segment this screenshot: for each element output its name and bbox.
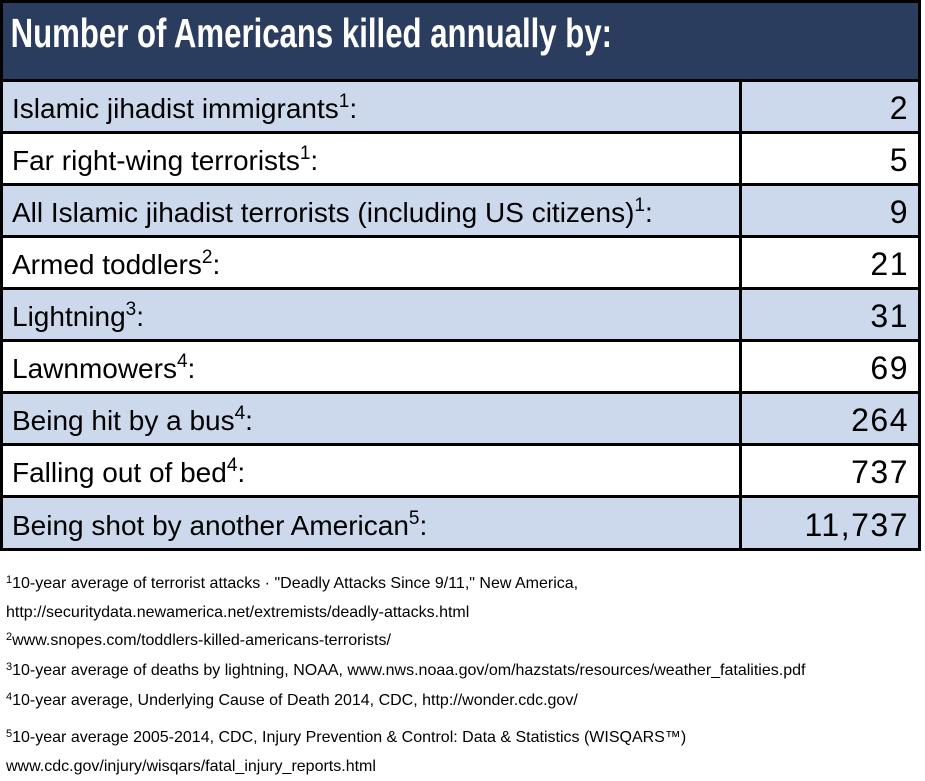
row-colon: : bbox=[245, 405, 253, 436]
footnote-marker: 3 bbox=[6, 661, 13, 673]
row-superscript: 1 bbox=[299, 143, 311, 164]
row-value: 69 bbox=[870, 350, 909, 386]
footnote-marker: 2 bbox=[6, 631, 13, 643]
table-row: Islamic jihadist immigrants 1: 2 bbox=[3, 82, 918, 134]
footnote-text: 10-year average 2005-2014, CDC, Injury P… bbox=[12, 729, 687, 746]
table-row: Far right-wing terrorists 1: 5 bbox=[3, 134, 918, 186]
row-value: 2 bbox=[889, 90, 909, 126]
row-label: Islamic jihadist immigrants 1: bbox=[3, 82, 742, 131]
footnotes: 110-year average of terrorist attacks · … bbox=[0, 560, 925, 781]
footnote-text: 10-year average of terrorist attacks · "… bbox=[12, 575, 579, 592]
footnote: 2www.snopes.com/toddlers-killed-american… bbox=[6, 627, 925, 656]
row-label-text: Far right-wing terrorists bbox=[12, 145, 300, 176]
row-value: 31 bbox=[870, 298, 909, 334]
row-label-text: Falling out of bed bbox=[12, 457, 227, 488]
row-colon: : bbox=[644, 197, 653, 228]
row-label-text: Lightning bbox=[12, 301, 126, 332]
footnote: 310-year average of deaths by lightning,… bbox=[6, 657, 925, 686]
table-row: Armed toddlers 2: 21 bbox=[3, 238, 918, 290]
row-label: Falling out of bed 4: bbox=[3, 446, 742, 495]
row-label: All Islamic jihadist terrorists (includi… bbox=[3, 186, 742, 235]
footnote-line: http://securitydata.newamerica.net/extre… bbox=[6, 604, 470, 621]
row-value: 21 bbox=[870, 246, 909, 282]
row-superscript: 3 bbox=[125, 299, 137, 320]
row-label: Lawnmowers 4: bbox=[3, 342, 742, 391]
row-value: 11,737 bbox=[804, 507, 909, 543]
footnote-line: 510-year average 2005-2014, CDC, Injury … bbox=[6, 724, 925, 753]
footnote-marker: 4 bbox=[6, 691, 13, 703]
table-row: Being shot by another American 5: 11,737 bbox=[3, 498, 918, 548]
row-value: 264 bbox=[851, 402, 909, 438]
footnote-text: www.snopes.com/toddlers-killed-americans… bbox=[12, 632, 391, 649]
footnote-line: 310-year average of deaths by lightning,… bbox=[6, 657, 925, 686]
row-label: Being hit by a bus 4: bbox=[3, 394, 742, 443]
footnote-line: www.cdc.gov/injury/wisqars/fatal_injury_… bbox=[6, 758, 376, 775]
row-label-text: Lawnmowers bbox=[12, 353, 177, 384]
footnote: 510-year average 2005-2014, CDC, Injury … bbox=[6, 724, 925, 780]
table-row: Lightning 3: 31 bbox=[3, 290, 918, 342]
row-value: 5 bbox=[889, 142, 909, 178]
row-colon: : bbox=[310, 145, 319, 176]
footnote-line: 110-year average of terrorist attacks · … bbox=[6, 570, 925, 599]
footnote-line: 410-year average, Underlying Cause of De… bbox=[6, 687, 925, 716]
row-value: 737 bbox=[851, 454, 909, 490]
row-label: Lightning 3: bbox=[3, 290, 742, 339]
footnote-marker: 1 bbox=[6, 574, 13, 586]
footnote-marker: 5 bbox=[6, 728, 13, 740]
table-header: Number of Americans killed annually by: bbox=[3, 3, 918, 82]
row-label: Armed toddlers 2: bbox=[3, 238, 742, 287]
row-colon: : bbox=[136, 301, 145, 332]
row-colon: : bbox=[212, 249, 221, 280]
row-superscript: 4 bbox=[226, 455, 238, 476]
row-superscript: 4 bbox=[176, 351, 188, 372]
table-row: Lawnmowers 4: 69 bbox=[3, 342, 918, 394]
row-label-text: Islamic jihadist immigrants bbox=[12, 93, 339, 124]
row-superscript: 4 bbox=[234, 403, 246, 424]
stats-table: Number of Americans killed annually by: … bbox=[0, 0, 921, 551]
row-label-text: All Islamic jihadist terrorists (includi… bbox=[12, 197, 635, 228]
row-label: Far right-wing terrorists 1: bbox=[3, 134, 742, 183]
row-superscript: 1 bbox=[338, 91, 350, 112]
row-colon: : bbox=[187, 353, 196, 384]
footnote-text: 10-year average of deaths by lightning, … bbox=[12, 662, 806, 679]
footnote: 410-year average, Underlying Cause of De… bbox=[6, 687, 925, 716]
table-row: All Islamic jihadist terrorists (includi… bbox=[3, 186, 918, 238]
row-value: 9 bbox=[889, 194, 909, 230]
footnote: 110-year average of terrorist attacks · … bbox=[6, 570, 925, 626]
footnote-text: 10-year average, Underlying Cause of Dea… bbox=[12, 692, 578, 709]
row-colon: : bbox=[237, 457, 246, 488]
row-superscript: 2 bbox=[201, 247, 213, 268]
row-label-text: Armed toddlers bbox=[12, 249, 202, 280]
row-superscript: 5 bbox=[408, 508, 420, 529]
row-colon: : bbox=[419, 510, 428, 541]
row-superscript: 1 bbox=[634, 195, 645, 216]
row-label-text: Being hit by a bus bbox=[12, 405, 235, 436]
table-row: Falling out of bed 4: 737 bbox=[3, 446, 918, 498]
row-label: Being shot by another American 5: bbox=[3, 498, 742, 548]
row-label-text: Being shot by another American bbox=[12, 510, 409, 541]
footnote-line: 2www.snopes.com/toddlers-killed-american… bbox=[6, 627, 925, 656]
table-row: Being hit by a bus 4: 264 bbox=[3, 394, 918, 446]
row-colon: : bbox=[349, 93, 358, 124]
page-title: Number of Americans killed annually by: bbox=[10, 10, 613, 56]
